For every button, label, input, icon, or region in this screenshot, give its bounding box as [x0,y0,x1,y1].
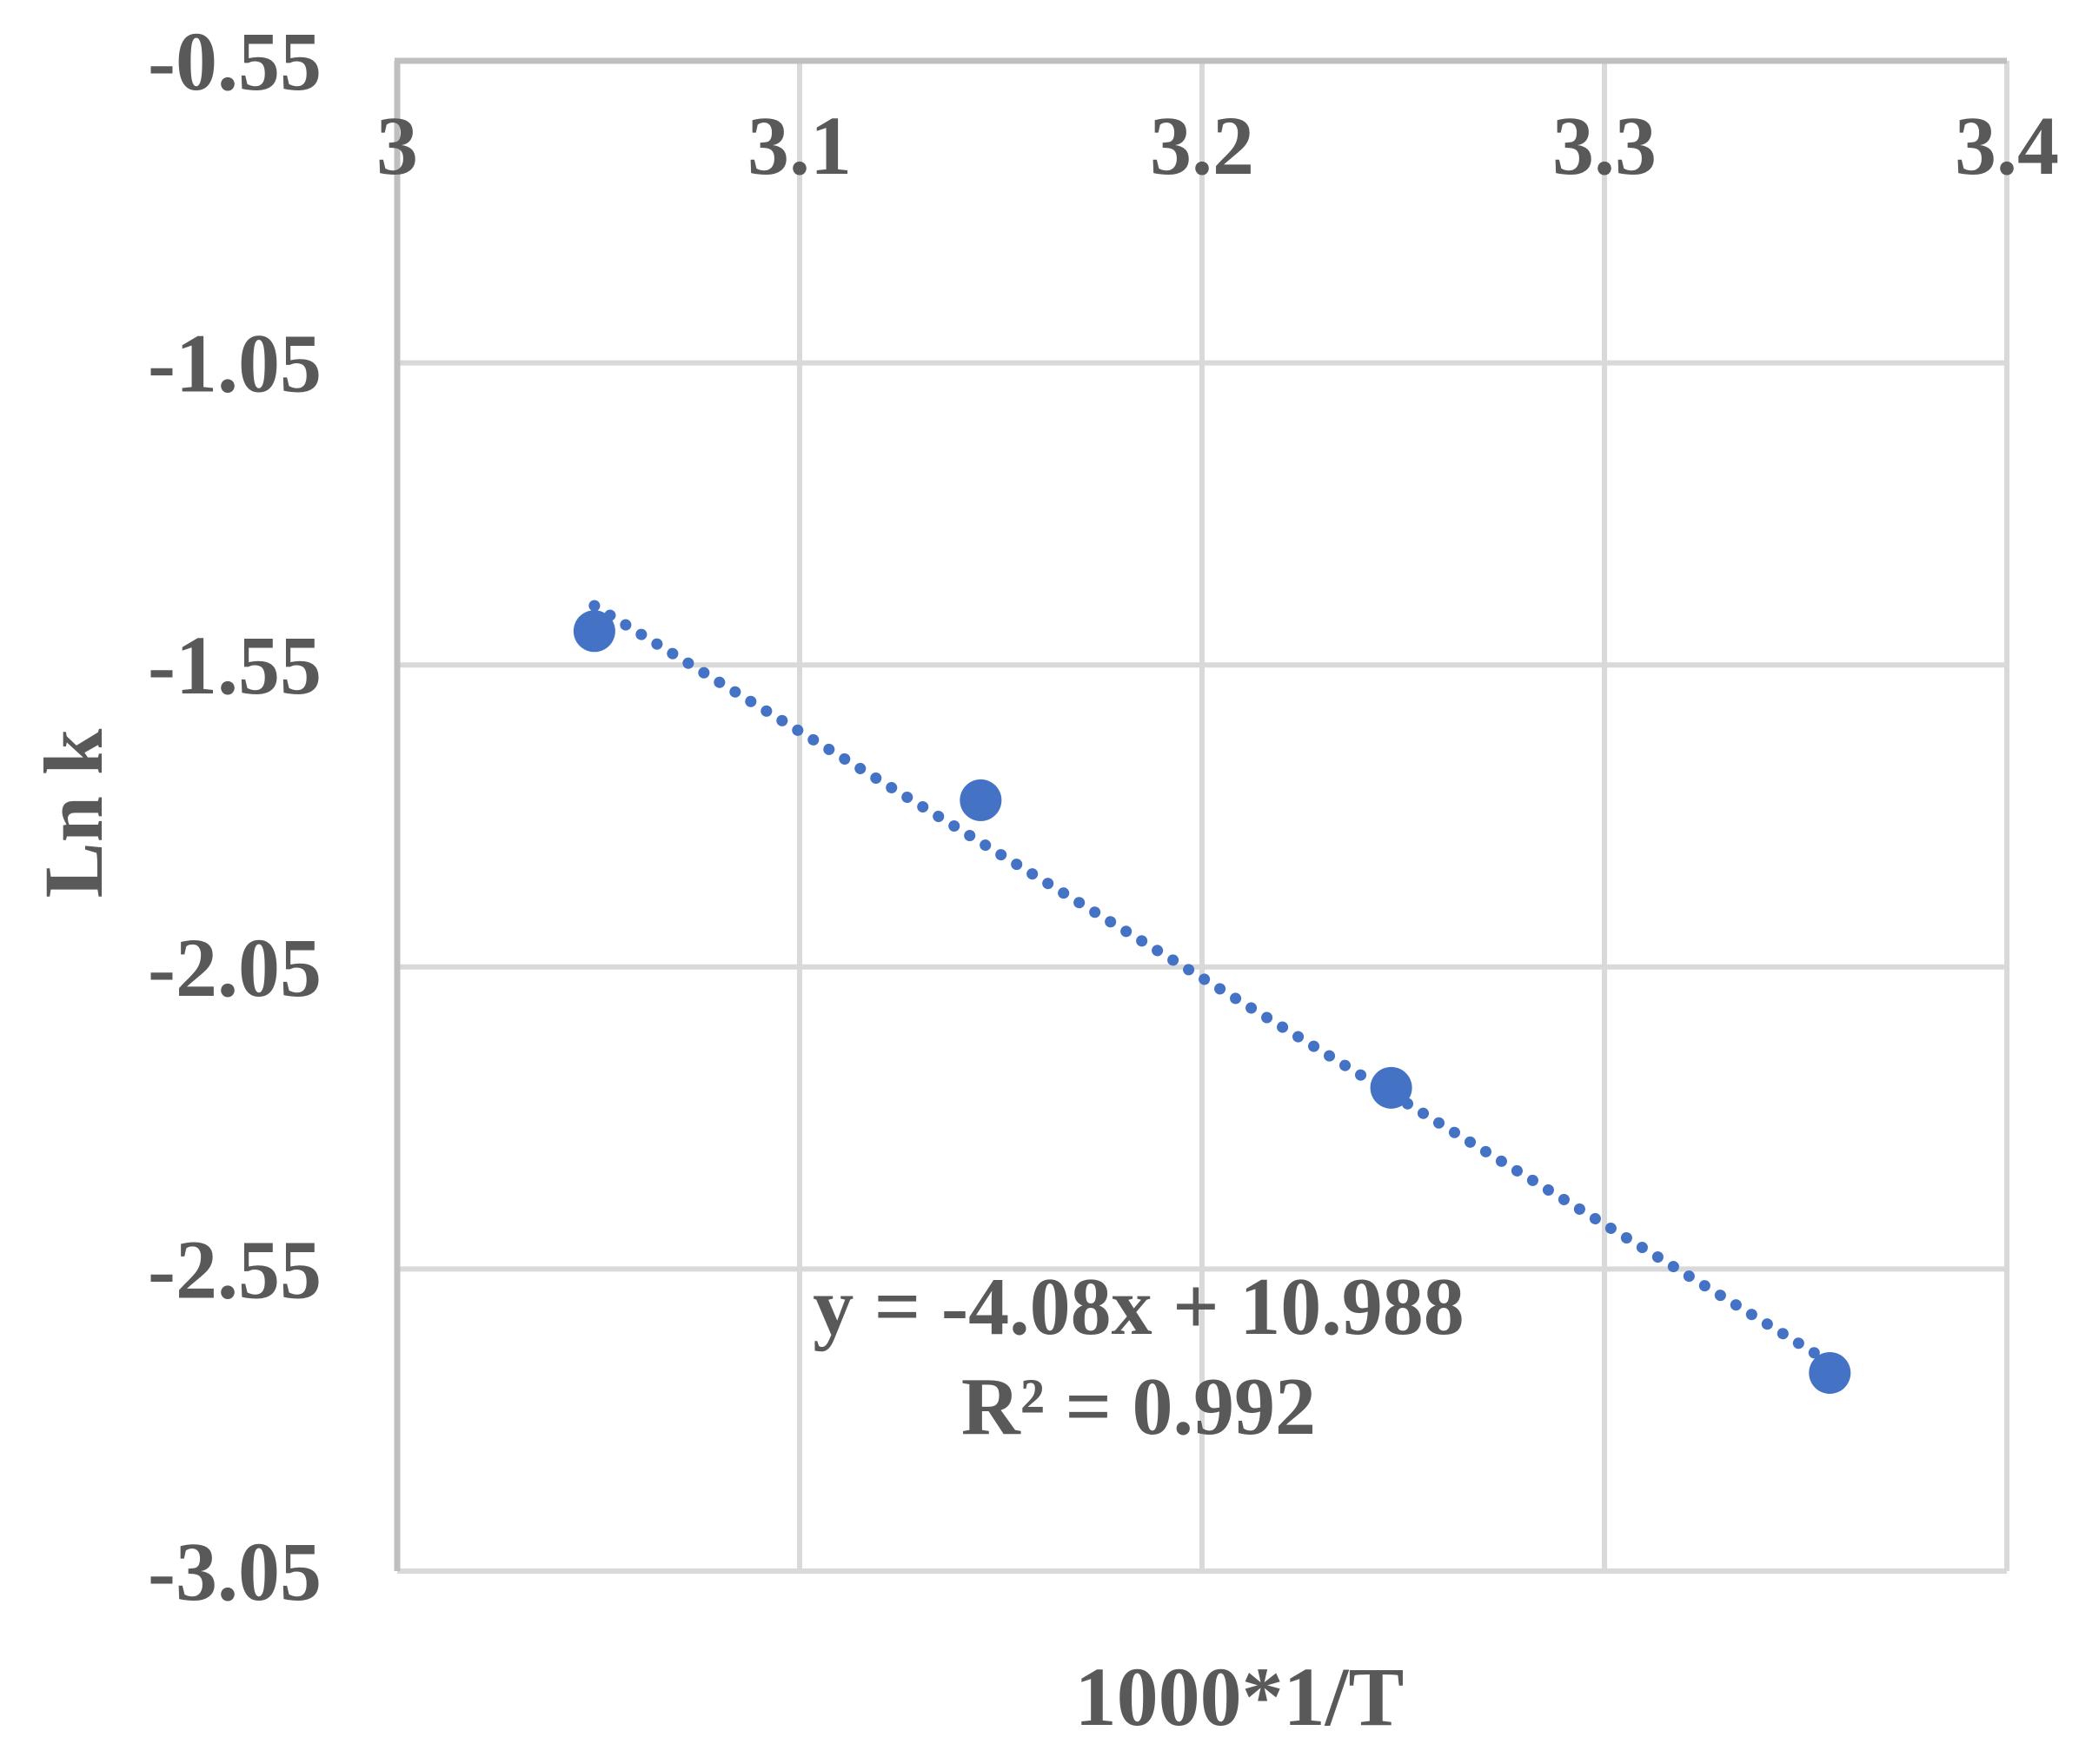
y-tick-label: -1.05 [148,317,322,410]
data-point-marker [573,610,615,653]
y-tick-label: -0.55 [148,15,322,108]
y-tick-label: -3.05 [148,1525,322,1618]
trendline-equation: y = -4.08x + 10.988 [813,1262,1464,1352]
x-tick-label: 3 [376,99,418,192]
x-tick-label: 3.4 [1955,99,2059,192]
y-tick-label: -2.05 [148,921,322,1014]
y-tick-label: -1.55 [148,619,322,712]
x-tick-label: 3.3 [1552,99,1657,192]
data-point-marker [960,779,1002,821]
axes [394,57,2007,1571]
x-axis-title: 1000*1/T [1075,1650,1405,1743]
r-squared-label: R² = 0.992 [961,1362,1316,1452]
trendline-dotted [588,600,1836,1369]
trendline [588,600,1836,1369]
y-tick-label: -2.55 [148,1223,322,1316]
y-axis-tick-labels: -0.55 -1.05 -1.55 -2.05 -2.55 -3.05 [148,15,322,1618]
data-point-marker [1809,1351,1851,1394]
y-axis-title: Ln k [27,728,120,898]
x-tick-label: 3.2 [1150,99,1254,192]
x-axis-tick-labels: 3 3.1 3.2 3.3 3.4 [376,99,2059,192]
x-tick-label: 3.1 [747,99,852,192]
data-points [573,610,1851,1394]
data-point-marker [1370,1066,1412,1109]
